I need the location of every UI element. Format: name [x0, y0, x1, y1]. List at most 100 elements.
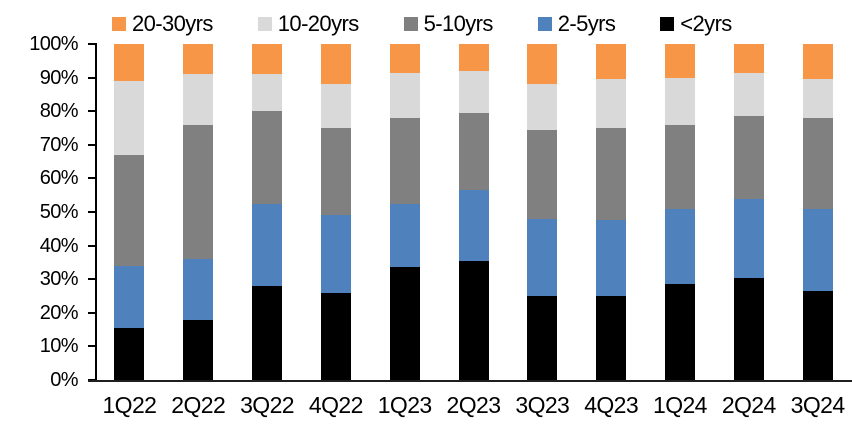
y-axis-tick-label: 60% [39, 167, 79, 190]
bar-segment-510yrs-1Q23 [389, 117, 420, 204]
y-axis-tick-mark [88, 43, 95, 45]
x-axis-tick-label: 3Q23 [515, 392, 570, 418]
bar-segment-2yrs-1Q24 [664, 284, 695, 380]
bar-segment-2030yrs-4Q23 [596, 44, 627, 80]
y-axis-tick-mark [88, 278, 95, 281]
legend-label: 20-30yrs [132, 11, 213, 36]
y-axis-tick-mark [88, 211, 95, 213]
legend-swatch-icon [660, 17, 675, 31]
bar-segment-1020yrs-2Q24 [733, 72, 764, 117]
x-axis-tick-label: 1Q24 [653, 392, 707, 418]
y-axis-tick-label: 20% [39, 301, 79, 324]
bar-segment-25yrs-3Q23 [527, 218, 558, 296]
bar-segment-2030yrs-2Q23 [458, 44, 489, 71]
y-axis-tick-label: 40% [39, 234, 79, 257]
bar-segment-2030yrs-3Q23 [527, 44, 558, 85]
bar-segment-2030yrs-1Q22 [114, 44, 145, 81]
bar-segment-1020yrs-3Q24 [802, 79, 833, 118]
bar-segment-25yrs-2Q22 [183, 259, 214, 320]
bar-segment-25yrs-1Q24 [664, 208, 695, 285]
bar-segment-1020yrs-1Q24 [664, 77, 695, 125]
bar-segment-510yrs-4Q22 [320, 128, 351, 216]
bar-segment-2yrs-2Q22 [183, 319, 214, 380]
bar-segment-1020yrs-1Q23 [389, 72, 420, 118]
legend-swatch-icon [403, 17, 418, 31]
bar-segment-25yrs-1Q23 [389, 203, 420, 268]
bar-segment-2030yrs-1Q23 [389, 44, 420, 73]
bar-segment-25yrs-3Q22 [252, 203, 283, 286]
x-axis-tick-label: 4Q23 [584, 392, 639, 418]
y-axis-tick-label: 80% [39, 100, 79, 123]
bar-segment-2030yrs-1Q24 [664, 44, 695, 78]
bar-segment-510yrs-1Q24 [664, 124, 695, 209]
bar-segment-25yrs-1Q22 [114, 265, 145, 328]
bar-segment-2030yrs-3Q24 [802, 44, 833, 80]
bar-segment-2yrs-4Q22 [320, 292, 351, 380]
bar-segment-1020yrs-4Q22 [320, 84, 351, 128]
bar-segment-2030yrs-2Q24 [733, 44, 764, 73]
legend-label: 10-20yrs [277, 11, 359, 36]
bar-segment-2yrs-1Q22 [114, 327, 145, 380]
bar-segment-2030yrs-4Q22 [320, 44, 351, 85]
bar-segment-2yrs-2Q24 [733, 277, 764, 380]
y-axis-tick-mark [88, 177, 95, 180]
chart-legend: 20-30yrs 10-20yrs 5-10yrs 2-5yrs <2yrs [112, 11, 732, 37]
bar-segment-1020yrs-1Q22 [114, 80, 145, 155]
bar-segment-2yrs-3Q24 [802, 290, 833, 380]
y-axis-tick-label: 90% [39, 66, 79, 89]
bar-segment-25yrs-3Q24 [802, 208, 833, 291]
x-axis-tick-label: 3Q24 [790, 392, 845, 418]
legend-swatch-icon [537, 17, 552, 31]
bar-segment-1020yrs-2Q22 [183, 74, 214, 125]
bar-segment-510yrs-3Q22 [252, 111, 283, 204]
bar-segment-2030yrs-3Q22 [252, 44, 283, 75]
bar-segment-25yrs-4Q22 [320, 215, 351, 293]
legend-item: 20-30yrs [112, 11, 213, 37]
y-axis-tick-mark [88, 110, 95, 113]
legend-label: <2yrs [680, 11, 732, 36]
bar-segment-2030yrs-2Q22 [183, 44, 214, 75]
x-axis-tick-label: 4Q22 [308, 392, 363, 418]
x-axis-line [88, 380, 852, 382]
bar-segment-2yrs-4Q23 [596, 296, 627, 380]
legend-item: 5-10yrs [403, 11, 494, 37]
legend-label: 2-5yrs [557, 11, 616, 36]
y-axis-tick-label: 30% [39, 268, 79, 291]
bar-segment-2yrs-1Q23 [389, 267, 420, 380]
legend-item: 10-20yrs [257, 11, 359, 37]
y-axis-tick-mark [88, 244, 95, 247]
x-axis-tick-label: 2Q22 [171, 392, 226, 418]
bar-segment-25yrs-2Q23 [458, 190, 489, 261]
bar-segment-2yrs-3Q23 [527, 296, 558, 380]
bar-segment-510yrs-4Q23 [596, 128, 627, 221]
y-axis-tick-label: 0% [50, 369, 78, 391]
bar-segment-25yrs-2Q24 [733, 198, 764, 278]
y-axis-tick-label: 70% [39, 133, 79, 156]
bar-segment-510yrs-2Q23 [458, 112, 489, 191]
x-axis-tick-label: 2Q23 [446, 392, 501, 418]
x-axis-tick-label: 1Q22 [102, 392, 157, 418]
bar-segment-510yrs-2Q22 [183, 124, 214, 260]
bar-segment-1020yrs-3Q23 [527, 84, 558, 130]
y-axis-tick-mark [88, 311, 95, 314]
bar-segment-2yrs-3Q22 [252, 285, 283, 380]
bar-segment-510yrs-2Q24 [733, 116, 764, 199]
bar-segment-2yrs-2Q23 [458, 260, 489, 380]
y-axis-tick-mark [88, 76, 95, 79]
bar-segment-510yrs-1Q22 [114, 154, 145, 266]
legend-item: <2yrs [660, 11, 732, 37]
bar-segment-510yrs-3Q24 [802, 117, 833, 209]
x-axis-tick-label: 2Q24 [721, 392, 776, 418]
legend-swatch-icon [257, 17, 272, 31]
x-axis-tick-label: 3Q22 [240, 392, 294, 418]
legend-label: 5-10yrs [423, 11, 494, 36]
y-axis-tick-label: 10% [39, 335, 79, 358]
bar-segment-1020yrs-4Q23 [596, 79, 627, 128]
y-axis-tick-label: 100% [29, 33, 78, 55]
legend-swatch-icon [112, 17, 126, 31]
legend-item: 2-5yrs [537, 11, 616, 37]
y-axis-tick-label: 50% [39, 201, 79, 223]
y-axis-tick-mark [88, 143, 95, 146]
bar-segment-1020yrs-2Q23 [458, 70, 489, 113]
